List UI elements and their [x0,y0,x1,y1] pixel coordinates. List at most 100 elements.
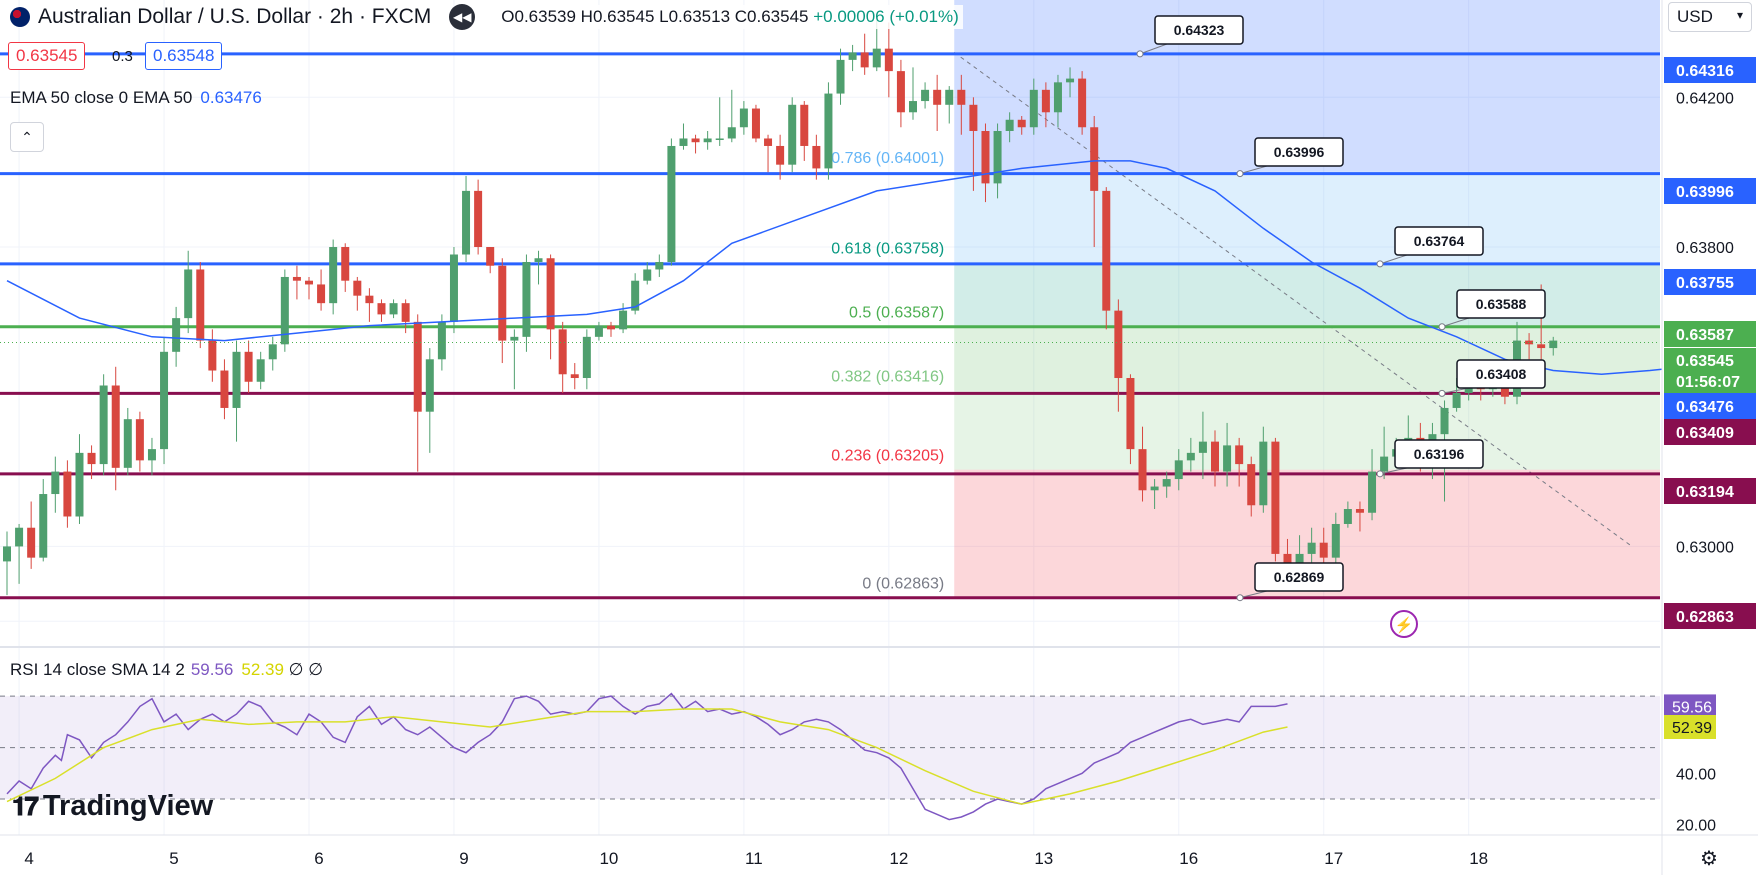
price-axis-badge-label: 0.62863 [1676,609,1734,626]
candle-body [377,303,386,315]
candle-body [643,269,652,281]
price-axis-badge-bg [1664,393,1756,419]
price-axis-badge-bg [1664,369,1756,393]
price-axis-badge-label: 0.63996 [1676,184,1734,201]
candle-body [1355,509,1364,513]
candle-body [667,145,676,262]
candle-body [341,247,350,281]
fib-level-label: 0.5 (0.63587) [849,305,944,322]
candle-body [353,280,362,296]
settings-gear-icon[interactable]: ⚙ [1700,848,1718,870]
candle-body [1150,486,1159,491]
callout-anchor [1136,50,1144,58]
candle-body [184,269,193,319]
candle-body [739,108,748,128]
buy-price-button[interactable]: 0.63548 [145,42,223,70]
candle-body [909,101,917,113]
candle-body [860,52,869,68]
candle-body [196,269,205,341]
fib-level-label: 0.786 (0.64001) [831,150,944,167]
rsi-legend[interactable]: RSI 14 close SMA 14 2 59.56 52.39 ∅ ∅ [10,660,323,680]
candle-body [401,303,410,322]
candle-body [631,280,640,311]
price-axis-badge-bg [1664,348,1756,372]
candle-body [256,359,265,382]
candle-body [1126,378,1135,450]
callout-anchor [1376,260,1384,268]
sell-price-button[interactable]: 0.63545 [8,42,86,70]
spread-value: 0.3 [112,48,133,65]
fib-trend-line [953,51,1633,547]
candle-body [957,89,966,105]
candle-body [836,59,845,94]
symbol-title[interactable]: Australian Dollar / U.S. Dollar · 2h · F… [38,5,432,28]
candle-body [160,351,169,450]
candle-body [389,303,398,315]
price-axis-tick: 0.63000 [1676,539,1734,556]
rsi-axis-badge-bg [1664,694,1716,719]
chevron-up-icon: ⌃ [21,128,33,145]
candle-body [570,374,579,379]
candle-body [1102,190,1111,311]
candle-body [15,527,24,547]
candle-body [896,71,905,113]
candle-body [751,108,760,139]
candle-body [1271,441,1280,554]
candle-body [1066,78,1075,83]
time-axis-label: 12 [889,849,908,868]
rsi-axis-badge: 59.56 [1664,694,1716,719]
price-axis-badge-label: 0.63545 [1676,353,1734,370]
candle-body [147,449,156,461]
price-callout: 0.63996 [1236,137,1344,178]
fib-level-label: 0.236 (0.63205) [831,448,944,465]
candle-body [558,329,567,375]
candle-body [172,318,181,352]
candle-body [1162,479,1171,487]
candle-body [220,370,229,408]
currency-select[interactable]: USD [1668,2,1752,32]
candle-body [679,138,688,146]
candle-body [1223,445,1232,472]
rsi-line [6,692,1288,821]
candle-body [1090,127,1099,191]
ema-legend[interactable]: EMA 50 close 0 EMA 50 0.63476 [10,88,262,108]
price-callout: 0.64323 [1136,15,1244,58]
candle-body [788,104,797,165]
candle-body [268,344,277,360]
candle-body [933,89,942,105]
candle-body [884,48,893,72]
collapse-legend-button[interactable]: ⌃ [10,122,44,152]
time-axis-label: 10 [599,849,618,868]
time-axis-label: 4 [24,849,33,868]
price-axis-badge: 0.63587 [1664,321,1756,347]
replay-icon[interactable]: ◀◀ [449,4,476,30]
time-axis-label: 16 [1179,849,1198,868]
price-axis-badge-label: 01:56:07 [1676,374,1740,391]
candle-body [776,145,785,165]
alert-lightning-icon: ⚡ [1390,610,1418,638]
price-axis-badge-bg [1664,603,1756,629]
candle-body [1440,407,1449,435]
price-axis-badge: 0.63409 [1664,419,1756,445]
rsi-sma-axis-badge-bg [1664,715,1716,739]
fib-zone [954,171,1660,263]
ema50-line [6,160,1687,376]
candle-body [1259,441,1268,506]
callout-label: 0.63408 [1476,366,1527,382]
candle-body [51,471,60,495]
candle-body [1343,509,1352,524]
candle-body [1017,119,1026,128]
candle-body [305,280,313,285]
price-axis-badge: 0.63755 [1664,269,1756,295]
candle-body [1235,445,1244,465]
candle-body [534,258,543,262]
candle-body [280,276,289,345]
price-axis-badge-label: 0.63194 [1676,484,1734,501]
candle-body [474,190,483,248]
candle-body [123,419,132,468]
callout-pointer [1441,317,1470,328]
rsi-axis-badge-label: 59.56 [1672,699,1712,716]
time-axis-label: 5 [169,849,178,868]
callout-box [1254,137,1344,167]
